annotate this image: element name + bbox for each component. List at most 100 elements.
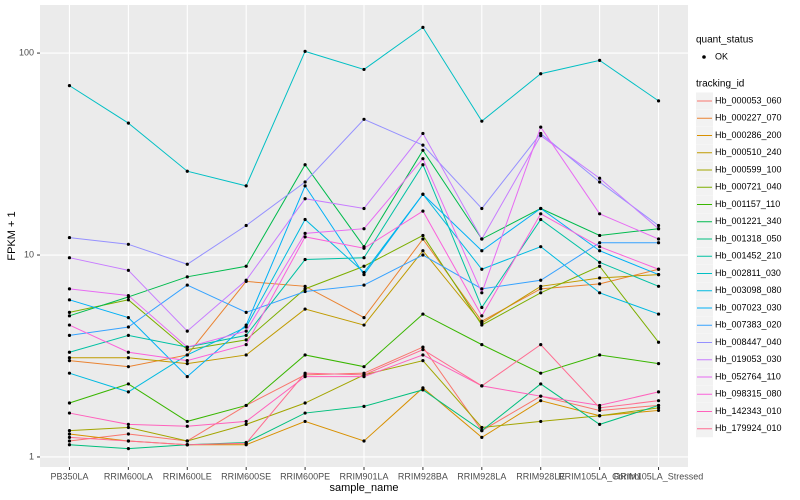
point xyxy=(67,429,72,433)
point xyxy=(303,217,307,222)
point xyxy=(126,121,130,125)
point xyxy=(126,350,130,354)
point xyxy=(539,217,543,222)
x-tick-label: RRIM928LA xyxy=(457,471,506,481)
point xyxy=(656,403,661,408)
point xyxy=(598,414,602,418)
point xyxy=(362,67,366,72)
x-tick-label: RRIM105LA_Stressed xyxy=(614,471,704,481)
point xyxy=(480,429,484,433)
point xyxy=(244,338,248,342)
point xyxy=(126,432,130,436)
point xyxy=(362,404,366,409)
point xyxy=(539,72,543,76)
point xyxy=(185,169,189,173)
legend-label: Hb_008447_040 xyxy=(715,337,782,347)
point xyxy=(480,287,484,291)
point xyxy=(244,329,248,333)
legend-label: OK xyxy=(715,51,728,61)
point xyxy=(480,305,484,310)
x-tick-label: RRIM928BA xyxy=(398,471,448,481)
point xyxy=(303,284,307,288)
point xyxy=(480,119,484,123)
point xyxy=(362,256,366,260)
legend-label: Hb_003098_080 xyxy=(715,285,782,295)
point xyxy=(539,134,543,138)
point xyxy=(185,424,189,428)
point xyxy=(67,443,72,447)
point xyxy=(185,439,189,443)
point xyxy=(598,241,602,245)
point xyxy=(539,371,543,375)
point xyxy=(421,233,425,238)
point xyxy=(126,325,130,329)
point xyxy=(303,231,307,235)
point xyxy=(303,235,307,239)
point xyxy=(303,401,307,405)
point xyxy=(67,84,72,88)
point xyxy=(480,384,484,388)
point xyxy=(598,260,602,264)
point xyxy=(126,356,130,360)
point xyxy=(303,180,307,184)
point xyxy=(67,333,72,337)
point xyxy=(362,117,366,121)
point xyxy=(185,443,189,447)
point xyxy=(598,245,602,249)
point xyxy=(126,447,130,451)
point xyxy=(598,422,602,426)
point xyxy=(539,245,543,249)
point xyxy=(362,373,366,377)
point xyxy=(244,441,248,445)
legend-label: Hb_007383_020 xyxy=(715,320,782,330)
point xyxy=(185,419,189,424)
point xyxy=(244,422,248,426)
point xyxy=(656,312,661,316)
legend-label: Hb_000227_070 xyxy=(715,113,782,123)
point xyxy=(244,184,248,188)
point xyxy=(421,209,425,213)
point xyxy=(480,425,484,430)
point xyxy=(421,359,425,363)
point xyxy=(539,382,543,386)
point xyxy=(656,267,661,271)
point xyxy=(303,353,307,357)
point xyxy=(244,419,248,424)
point xyxy=(598,282,602,286)
point xyxy=(539,343,543,347)
point xyxy=(480,435,484,440)
point xyxy=(303,257,307,262)
point xyxy=(480,343,484,347)
point xyxy=(656,284,661,288)
point xyxy=(67,435,72,440)
point xyxy=(598,233,602,238)
point xyxy=(480,206,484,211)
point xyxy=(656,408,661,413)
point xyxy=(656,340,661,344)
legend-label: Hb_001318_050 xyxy=(715,233,782,243)
legend-label: Hb_001452_210 xyxy=(715,251,782,261)
point xyxy=(598,264,602,268)
point xyxy=(539,399,543,403)
point xyxy=(421,249,425,253)
point xyxy=(244,333,248,337)
point xyxy=(303,371,307,375)
point xyxy=(67,256,72,260)
point xyxy=(362,264,366,268)
point xyxy=(126,298,130,302)
y-tick-label: 100 xyxy=(19,47,34,57)
point xyxy=(303,184,307,188)
legend-label: Hb_000053_060 xyxy=(715,95,782,105)
legend-title: quant_status xyxy=(696,35,753,46)
point xyxy=(598,176,602,180)
point xyxy=(126,390,130,394)
point xyxy=(480,237,484,241)
point xyxy=(598,180,602,184)
x-tick-label: RRIM928LE xyxy=(516,471,565,481)
point xyxy=(656,223,661,228)
point xyxy=(244,310,248,314)
x-tick-label: RRIM901LA xyxy=(339,471,388,481)
y-tick-label: 1 xyxy=(29,451,34,461)
point xyxy=(362,283,366,287)
